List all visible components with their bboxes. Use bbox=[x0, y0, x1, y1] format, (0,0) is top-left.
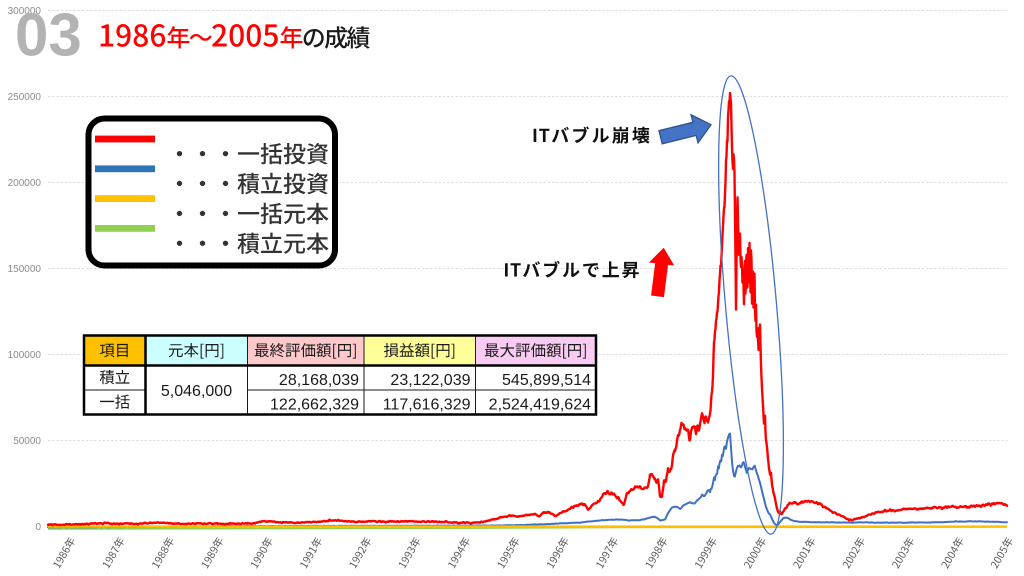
svg-text:250000: 250000 bbox=[8, 92, 42, 103]
svg-text:122,662,329: 122,662,329 bbox=[270, 397, 359, 414]
svg-text:2,524,419,624: 2,524,419,624 bbox=[489, 397, 591, 414]
svg-text:117,616,329: 117,616,329 bbox=[383, 397, 471, 414]
svg-text:28,168,039: 28,168,039 bbox=[279, 372, 359, 389]
svg-text:100000: 100000 bbox=[8, 350, 42, 361]
svg-text:545,899,514: 545,899,514 bbox=[502, 372, 591, 389]
svg-text:50000: 50000 bbox=[13, 436, 41, 447]
svg-text:0: 0 bbox=[35, 522, 41, 533]
svg-text:200000: 200000 bbox=[8, 178, 42, 189]
svg-text:150000: 150000 bbox=[8, 264, 42, 275]
svg-text:300000: 300000 bbox=[8, 6, 42, 17]
svg-text:23,122,039: 23,122,039 bbox=[390, 372, 470, 389]
svg-text:5,046,000: 5,046,000 bbox=[161, 383, 232, 400]
svg-text:03: 03 bbox=[15, 2, 82, 69]
